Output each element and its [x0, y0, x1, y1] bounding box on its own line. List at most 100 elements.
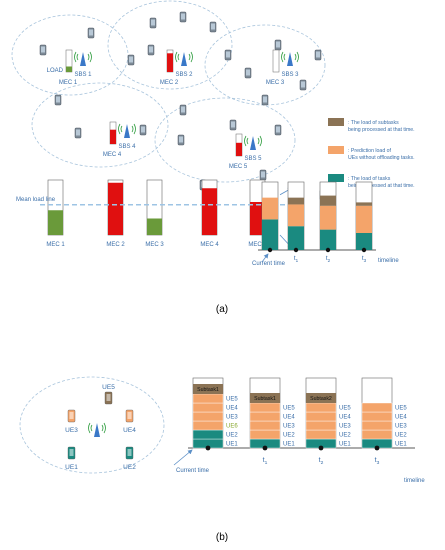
subtask-segment — [250, 393, 280, 403]
subtask-segment — [306, 393, 336, 403]
phone-icon — [261, 94, 269, 106]
stack-segment-brown — [288, 197, 304, 205]
stack-segment-brown — [356, 202, 372, 206]
timeline-stack-3: t3 — [355, 181, 373, 263]
stack-segment-teal — [320, 229, 336, 250]
base-station-icon — [281, 51, 299, 67]
time-point — [293, 247, 299, 253]
time-label: t3 — [375, 457, 380, 466]
segment-label: UE3 — [283, 424, 295, 430]
ue-stack-0: UE1 UE2 UE6 UE3 UE4 UE5 Subtask1 — [192, 377, 238, 451]
stack-segment — [361, 429, 393, 440]
segment-label: UE3 — [226, 415, 238, 421]
mec-load-bar-4: MEC 4 — [200, 179, 219, 248]
base-station-icon — [175, 51, 193, 67]
subtask-label: Subtask1 — [254, 396, 276, 402]
segment-label: UE4 — [226, 406, 238, 412]
panel-a: SBS 1 MEC 1 LOAD SBS 2 MEC 2 SBS 3 MEC 3 SBS 4 M… — [11, 0, 415, 315]
ue-stack-1: UE1 UE2 UE3 UE4 UE5 Subtask1 t1 — [249, 377, 295, 466]
timeline-stack-0 — [261, 181, 279, 253]
mec-load-bar-3: MEC 3 — [145, 179, 164, 248]
stack-segment — [361, 402, 393, 413]
mec-node-5: SBS 5 MEC 5 — [229, 133, 262, 170]
ue-device-ue2: UE2 — [123, 446, 136, 471]
segment-label: UE2 — [226, 433, 238, 439]
phone-icon — [274, 124, 282, 136]
timeline-stack-2: t2 — [319, 181, 337, 263]
time-point — [267, 247, 273, 253]
current-time-label-a: Current time — [252, 261, 286, 267]
stack-segment-orange — [288, 204, 304, 227]
legend-swatch — [328, 146, 344, 154]
bar-label: MEC 5 — [248, 242, 267, 248]
stack-segment-orange — [320, 205, 336, 230]
stack-segment — [192, 429, 224, 440]
mec-nodes: SBS 1 MEC 1 LOAD SBS 2 MEC 2 SBS 3 MEC 3 SBS 4 M… — [47, 49, 299, 170]
segment-label: UE2 — [339, 433, 351, 439]
mec-label: MEC 5 — [229, 164, 248, 170]
stack-segment — [305, 411, 337, 422]
segment-label: UE4 — [339, 415, 351, 421]
phone-icon — [139, 124, 147, 136]
current-time-arrow-b — [173, 449, 193, 466]
segment-label: UE4 — [283, 415, 295, 421]
stack-segment — [249, 420, 281, 431]
sbs-label: SBS 1 — [74, 72, 92, 78]
time-point — [205, 445, 211, 451]
mec-load-bars: MEC 1 MEC 2 MEC 3 MEC 4 MEC 5 — [46, 179, 267, 248]
legend-label: : The load of subtasks being processed at… — [348, 120, 415, 133]
sbs-label: SBS 2 — [175, 72, 193, 78]
segment-label: UE5 — [283, 406, 295, 412]
mec-load-bar-1: MEC 1 — [46, 179, 65, 248]
ue-device-ue1: UE1 — [65, 446, 78, 471]
bar-fill — [108, 182, 123, 235]
ue-screen — [106, 394, 111, 401]
stack-segment — [361, 420, 393, 431]
ue-load-stacks: UE1UE2UE6UE3UE4UE5Subtask1UE1UE2UE3UE4UE… — [173, 377, 415, 466]
stack-segment — [361, 411, 393, 422]
bar-label: MEC 1 — [46, 242, 65, 248]
phone-icon — [179, 104, 187, 116]
time-label: t3 — [362, 255, 367, 263]
caption-a: (a) — [216, 304, 228, 315]
sbs-label: SBS 4 — [118, 144, 136, 150]
ue-label: UE5 — [102, 384, 115, 391]
stack-segment — [192, 411, 224, 422]
time-point — [374, 445, 380, 451]
caption-b: (b) — [216, 532, 228, 543]
time-point — [325, 247, 331, 253]
phone-icon — [149, 17, 157, 29]
timeline-label-a: timeline — [378, 258, 399, 264]
segment-label: UE1 — [395, 442, 407, 448]
legend-swatch — [328, 174, 344, 182]
base-station-icon — [74, 51, 92, 67]
ue-screen — [69, 412, 74, 419]
phone-icon — [177, 134, 185, 146]
phone-icon — [209, 21, 217, 33]
stack-segment-orange — [262, 197, 278, 220]
time-label: t2 — [326, 255, 331, 263]
segment-label: UE2 — [395, 433, 407, 439]
sbs-label: SBS 3 — [281, 72, 299, 78]
ue-label: UE3 — [65, 427, 78, 434]
phone-icon — [39, 44, 47, 56]
base-station-icon — [244, 135, 262, 151]
ue-label: UE2 — [123, 464, 136, 471]
bar-fill — [147, 218, 162, 235]
ue-stack-3: UE1 UE2 UE3 UE4 UE5 t3 — [361, 377, 407, 466]
segment-label: UE1 — [226, 442, 238, 448]
mec-label: MEC 1 — [59, 80, 78, 86]
ue-label: UE4 — [123, 427, 136, 434]
stack-segment-brown — [320, 195, 336, 206]
mec-label: MEC 2 — [160, 80, 179, 86]
mec-node-3: SBS 3 MEC 3 — [266, 49, 299, 86]
stack-segment-orange — [356, 205, 372, 233]
mec-label: MEC 3 — [266, 80, 285, 86]
current-time-arrow — [261, 253, 269, 263]
phone-icon — [74, 127, 82, 139]
ue-stack-2: UE1 UE2 UE3 UE4 UE5 Subtask2 t2 — [305, 377, 351, 466]
phone-icon — [147, 44, 155, 56]
phone-icon — [127, 54, 135, 66]
timeline-label-b: timeline — [404, 478, 425, 484]
